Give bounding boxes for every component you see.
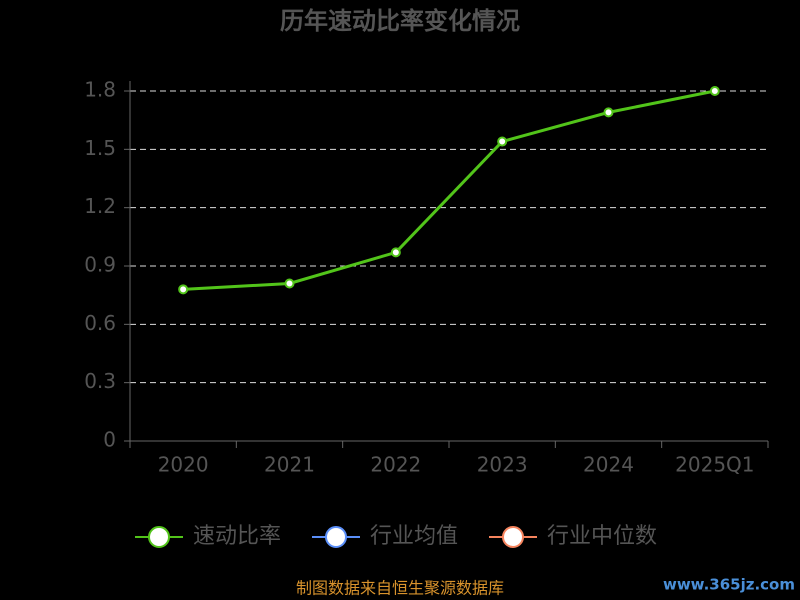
legend-marker (502, 526, 524, 548)
data-point (603, 107, 614, 118)
y-tick-label: 1.8 (84, 78, 116, 102)
x-tick-label: 2022 (370, 453, 421, 477)
data-point (178, 284, 189, 295)
x-tick-label: 2024 (583, 453, 634, 477)
series-line (183, 89, 716, 291)
x-tick-label: 2020 (158, 453, 209, 477)
x-tick-label: 2023 (477, 453, 528, 477)
data-point (497, 136, 508, 147)
footer: 制图数据来自恒生聚源数据库 (296, 579, 504, 598)
legend-marker (325, 526, 347, 548)
y-tick-label: 0 (103, 428, 116, 452)
chart-title: 历年速动比率变化情况 (280, 7, 520, 35)
legend-marker (148, 526, 170, 548)
x-tick-label: 2021 (264, 453, 315, 477)
data-point (390, 247, 401, 258)
watermark: www.365jz.com (663, 576, 795, 594)
data-point (284, 278, 295, 289)
y-tick-label: 1.2 (84, 194, 116, 218)
y-tick-label: 0.6 (84, 311, 116, 335)
y-tick-label: 0.3 (84, 369, 116, 393)
y-tick-label: 1.5 (84, 136, 116, 160)
legend-label: 行业均值 (370, 524, 458, 549)
data-point (709, 86, 720, 96)
x-tick-label: 2025Q1 (675, 453, 754, 477)
legend-label: 行业中位数 (547, 524, 657, 549)
legend-label: 速动比率 (193, 524, 281, 549)
y-tick-label: 0.9 (84, 253, 116, 277)
